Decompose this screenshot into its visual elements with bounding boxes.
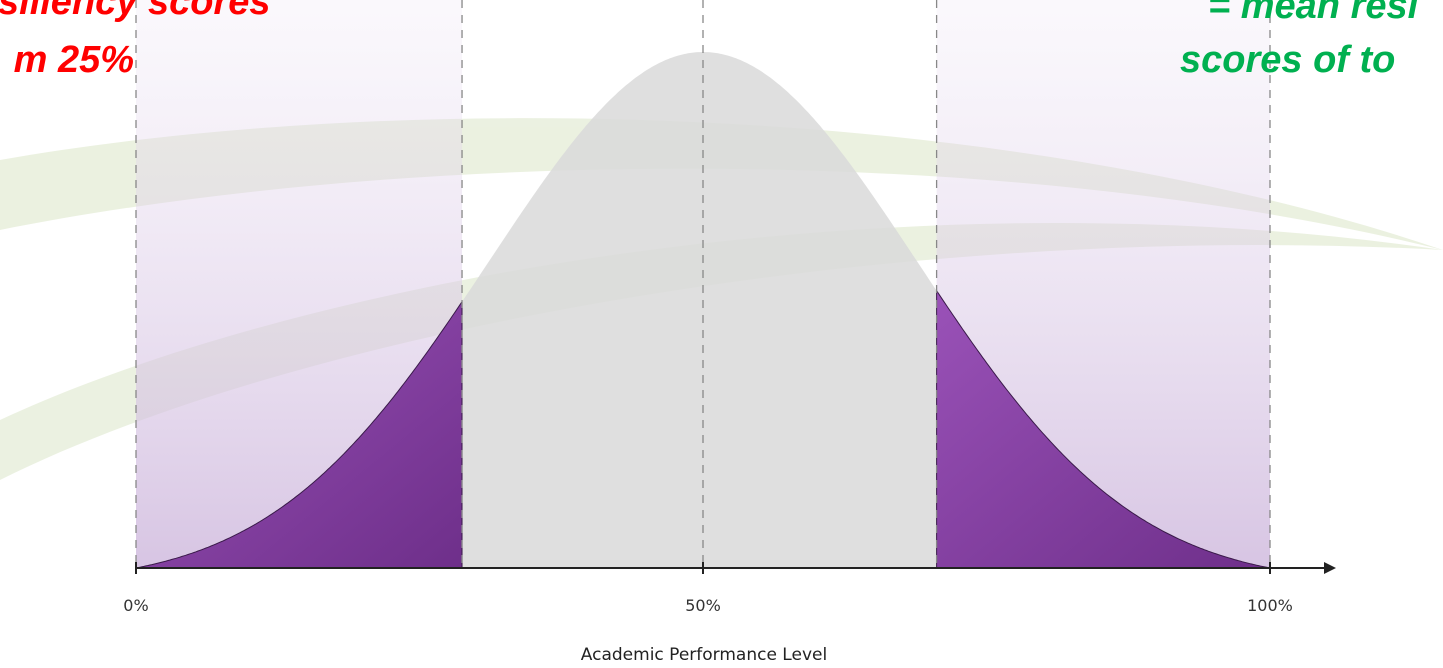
annotation: = mean resi bbox=[1208, 0, 1420, 27]
axis-arrow bbox=[1324, 562, 1336, 574]
annotation: scores of to bbox=[1180, 39, 1395, 81]
x-axis-label: Academic Performance Level bbox=[581, 645, 827, 665]
x-tick-label: 100% bbox=[1247, 596, 1293, 615]
bands bbox=[136, 0, 1270, 568]
plot: 0% 50% 100% bbox=[123, 0, 1336, 615]
x-tick-label: 50% bbox=[685, 596, 721, 615]
x-tick-label: 0% bbox=[123, 596, 148, 615]
annotation: m 25% bbox=[14, 39, 134, 81]
highlight-area bbox=[936, 289, 1271, 569]
highlight-area bbox=[135, 301, 463, 569]
annotation: siliency scores bbox=[0, 0, 271, 23]
